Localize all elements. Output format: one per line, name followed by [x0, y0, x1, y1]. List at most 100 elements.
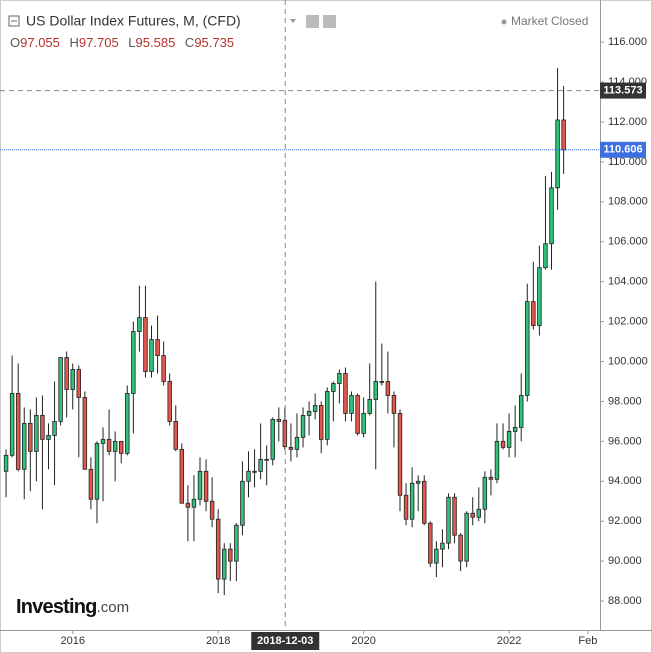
- candle-body: [397, 413, 403, 496]
- status-dot: [501, 19, 507, 25]
- candle-body: [409, 482, 415, 520]
- y-tick-label: 102.000: [608, 315, 648, 327]
- x-tick-label: 2018: [206, 635, 230, 647]
- candle-body: [185, 502, 191, 508]
- candle-body: [264, 458, 269, 461]
- candle-body: [294, 436, 300, 450]
- dropdown-icon[interactable]: [290, 19, 296, 23]
- y-tick-label: 92.000: [608, 515, 642, 527]
- candle-body: [452, 496, 457, 536]
- candle-body: [88, 468, 94, 500]
- candle-body: [312, 405, 318, 412]
- x-tick-label: 2022: [497, 635, 521, 647]
- candle-body: [143, 317, 148, 372]
- logo-suffix: .com: [97, 599, 130, 616]
- candle-body: [337, 373, 342, 384]
- candle-body: [446, 496, 451, 544]
- candle-body: [191, 498, 197, 508]
- settings-icon[interactable]: [306, 15, 319, 28]
- y-tick-label: 104.000: [608, 276, 648, 288]
- candle-body: [470, 512, 475, 518]
- candle-body: [15, 393, 21, 470]
- market-status: Market Closed: [511, 14, 588, 28]
- candle-body: [537, 267, 542, 326]
- candle-body: [161, 355, 166, 382]
- collapse-icon[interactable]: [8, 15, 20, 27]
- candle-body: [3, 454, 9, 472]
- candle-body: [525, 301, 530, 396]
- candle-body: [458, 534, 463, 562]
- x-tick-label: 2020: [351, 635, 375, 647]
- candle-body: [58, 357, 63, 422]
- x-tick-label: 2016: [60, 635, 84, 647]
- y-tick-label: 110.000: [608, 156, 647, 168]
- candle-body: [203, 470, 209, 502]
- candle-body: [464, 512, 469, 562]
- candle-body: [422, 480, 427, 524]
- close-value: 95.735: [194, 35, 234, 50]
- candle-body: [131, 331, 136, 394]
- candle-body: [209, 500, 215, 520]
- candle-body: [373, 381, 378, 400]
- gear-icon[interactable]: [323, 15, 336, 28]
- candle-body: [434, 548, 439, 564]
- candle-body: [118, 440, 124, 454]
- candle-body: [234, 524, 239, 562]
- candle-body: [476, 508, 482, 518]
- open-label: O: [10, 35, 20, 50]
- candle-body: [82, 397, 88, 470]
- logo: Investing.com: [16, 596, 129, 618]
- candle-body: [531, 301, 536, 326]
- candle-body: [385, 381, 391, 396]
- candle-body: [106, 438, 112, 452]
- crosshair-date-box: [251, 632, 320, 650]
- candle-body: [543, 243, 548, 269]
- candle-body: [22, 422, 27, 470]
- candle-body: [500, 440, 506, 448]
- candle-body: [9, 393, 15, 456]
- candle-body: [197, 470, 203, 500]
- candle-body: [94, 442, 100, 500]
- candle-body: [137, 317, 142, 332]
- candle-body: [355, 395, 360, 434]
- candle-body: [561, 119, 566, 151]
- candle-body: [173, 420, 178, 450]
- candle-body: [228, 548, 233, 562]
- close-label: C: [185, 35, 194, 50]
- plot: [3, 68, 566, 596]
- candle-body: [46, 434, 51, 440]
- candle-body: [270, 419, 275, 460]
- candle-body: [276, 419, 282, 422]
- candle-body: [415, 480, 421, 484]
- candle-body: [488, 476, 494, 480]
- candle-body: [258, 458, 263, 472]
- candle-body: [240, 480, 245, 526]
- candle-body: [100, 438, 106, 444]
- candle-body: [403, 494, 409, 520]
- candle-body: [440, 542, 445, 550]
- candle-body: [215, 518, 221, 580]
- candle-body: [155, 339, 160, 356]
- crosshair-price-label: 113.573: [603, 84, 642, 96]
- y-tick-label: 96.000: [608, 435, 642, 447]
- candle-body: [549, 187, 554, 245]
- candle-body: [252, 470, 257, 473]
- low-value: 95.585: [136, 35, 176, 50]
- candle-body: [64, 357, 69, 390]
- candle-body: [300, 415, 306, 438]
- candle-body: [52, 420, 57, 436]
- crosshair-date-label: 2018-12-03: [257, 635, 313, 647]
- x-tick-label: Feb: [578, 635, 597, 647]
- y-tick-label: 108.000: [608, 196, 648, 208]
- candle-body: [125, 393, 130, 454]
- candle-body: [331, 383, 336, 392]
- high-label: H: [70, 35, 79, 50]
- candle-body: [379, 381, 385, 383]
- y-tick-label: 100.000: [608, 355, 648, 367]
- y-tick-label: 112.000: [608, 116, 647, 128]
- y-tick-label: 88.000: [608, 595, 642, 607]
- candle-body: [222, 548, 227, 580]
- last-price-label: 110.606: [603, 144, 642, 156]
- high-value: 97.705: [79, 35, 119, 50]
